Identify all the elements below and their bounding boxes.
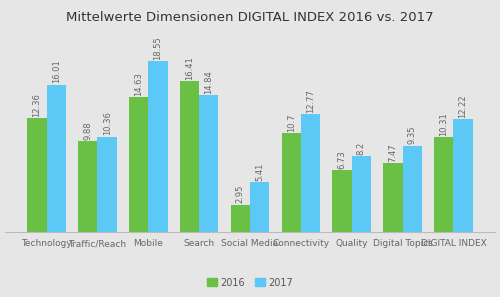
Bar [46,85,66,232]
Bar [78,141,98,232]
Bar [180,81,199,232]
Text: 14.63: 14.63 [134,72,143,96]
Bar [282,133,301,232]
Bar [352,157,371,232]
Bar [148,61,168,232]
Bar [230,205,250,232]
Text: 18.55: 18.55 [154,36,162,60]
Text: 10.36: 10.36 [102,111,112,135]
Bar [434,137,454,232]
Text: 2.95: 2.95 [236,185,245,203]
Bar [28,118,46,232]
Bar [98,137,117,232]
Legend: 2016, 2017: 2016, 2017 [203,274,297,291]
Title: Mittelwerte Dimensionen DIGITAL INDEX 2016 vs. 2017: Mittelwerte Dimensionen DIGITAL INDEX 20… [66,11,434,24]
Text: 14.84: 14.84 [204,70,214,94]
Text: 16.41: 16.41 [185,56,194,80]
Bar [383,163,402,232]
Bar [402,146,422,232]
Text: 6.73: 6.73 [338,150,346,168]
Text: 5.41: 5.41 [255,162,264,181]
Text: 12.22: 12.22 [458,94,468,118]
Bar [129,97,148,232]
Text: 16.01: 16.01 [52,60,61,83]
Bar [454,119,472,232]
Text: 12.36: 12.36 [32,93,42,117]
Text: 10.7: 10.7 [286,113,296,132]
Bar [199,95,218,232]
Text: 7.47: 7.47 [388,143,398,162]
Text: 10.31: 10.31 [439,112,448,136]
Bar [332,170,351,232]
Text: 8.2: 8.2 [357,142,366,155]
Text: 12.77: 12.77 [306,89,315,113]
Text: 9.35: 9.35 [408,126,416,144]
Text: 9.88: 9.88 [84,121,92,140]
Bar [301,114,320,232]
Bar [250,182,270,232]
